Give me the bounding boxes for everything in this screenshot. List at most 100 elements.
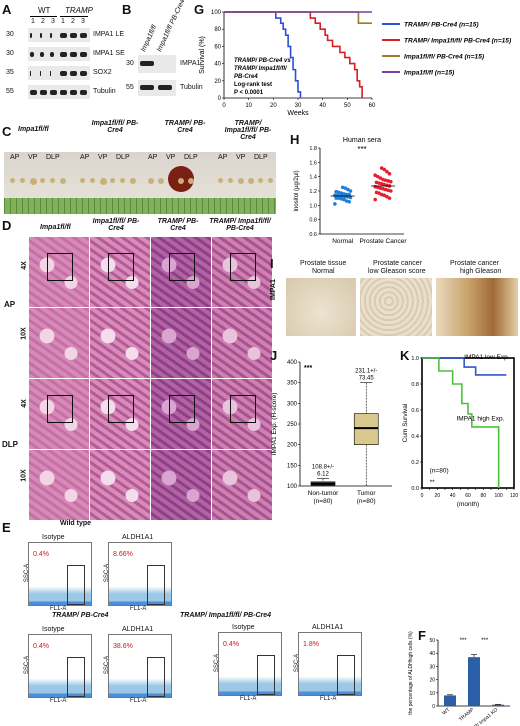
f-yticklabel-0: 0 (432, 704, 435, 710)
organ-3-2 (238, 178, 244, 184)
zoom-box-0-3 (230, 253, 256, 281)
i-head-0b: Normal (312, 268, 335, 275)
group-underline-tramp (60, 16, 88, 17)
j-yticklabel-5: 350 (287, 381, 298, 387)
zoom-box-2-3 (230, 395, 256, 423)
facs-xlabel-wt-iso: FL1-A (50, 606, 67, 612)
tile-1-0 (28, 307, 90, 379)
lobe-0-0: AP (10, 154, 20, 161)
h-ylabel: Inositol (µg/2µl) (294, 170, 300, 211)
h-point-1-28 (385, 169, 389, 174)
j-ylabel: IMPA1 Exp. (H-score) (271, 393, 278, 456)
f-yticklabel-2: 20 (429, 678, 435, 684)
f-yticklabel-1: 10 (429, 691, 435, 697)
facs-title-ko-aldh: ALDH1A1 (312, 624, 344, 631)
organ-2-1 (158, 178, 164, 184)
g-xticklabel-2: 20 (270, 103, 277, 109)
facs-title-wt-iso: Isotype (42, 534, 65, 541)
h-title: Human sera (343, 137, 381, 144)
j-label-0: 108.8+/- (312, 465, 334, 471)
g-yticklabel-5: 100 (211, 10, 222, 16)
j-cat-1: Tumor (357, 490, 376, 497)
h-point-1-13 (373, 184, 377, 189)
row-b-0: IMPA1 (180, 60, 201, 67)
panel-label-a: A (2, 2, 12, 17)
g-yticklabel-1: 20 (214, 79, 221, 85)
h-point-0-13 (333, 193, 337, 198)
organ-0-1 (20, 178, 25, 183)
organ-3-1 (228, 178, 233, 183)
h-sig: *** (357, 145, 366, 154)
organ-2-4 (188, 178, 194, 184)
i-head-1b: low Gleason score (368, 268, 426, 275)
zoom-box-0-0 (47, 253, 73, 281)
k-yticklabel-4: 0.8 (411, 382, 419, 388)
organ-1-3 (110, 178, 115, 183)
g-yticklabel-2: 40 (214, 62, 221, 68)
zoom-box-2-0 (47, 395, 73, 423)
mag-3: 10X (20, 469, 28, 482)
band-b-impa1 (140, 61, 154, 66)
h-point-0-14 (347, 192, 351, 197)
blot-sox2 (28, 66, 90, 80)
facs-plot-wt-iso: 0.4% (28, 542, 92, 606)
h-point-0-23 (340, 185, 345, 190)
g-xticklabel-3: 30 (295, 103, 302, 109)
organ-0-2 (30, 178, 37, 185)
zoom-box-2-1 (108, 395, 134, 423)
band-a-0-1 (40, 33, 42, 38)
organ-1-0 (80, 178, 85, 183)
lane-b-1: Impa1fl/fl PB-Cre4 (156, 0, 187, 53)
facs-pct-ko-iso: 0.4% (223, 641, 239, 648)
f-yticklabel-5: 50 (429, 638, 435, 644)
ihc-low (360, 278, 432, 336)
j-cat-0: Non-tumor (308, 490, 340, 497)
tile-0-0 (28, 236, 90, 308)
facs-xlabel-tramp-aldh: FL1-A (130, 698, 147, 704)
h-point-1-27 (387, 172, 392, 176)
k-xticklabel-0: 0 (421, 493, 424, 499)
lobe-3-0: AP (218, 154, 228, 161)
facs-plot-ko-iso: 0.4% (218, 632, 282, 696)
marker-b-1: 55 (126, 84, 134, 91)
facs-title-ko-iso: Isotype (232, 624, 255, 631)
mag-1: 10X (20, 327, 28, 340)
k-yticklabel-0: 0.0 (411, 486, 419, 492)
facs-pct-tramp-aldh: 38.6% (113, 643, 133, 650)
k-yticklabel-3: 0.6 (411, 408, 419, 414)
chart-j: 100 150 200 250 300 350 400 IMPA1 Exp. (H-score… (271, 360, 392, 505)
facs-gate-ko-iso (257, 655, 275, 695)
g-legend-label-0: TRAMP/ PB-Cre4 (n=15) (404, 22, 479, 29)
facs-plot-wt-aldh: 8.66% (108, 542, 172, 606)
group-underline-wt (30, 16, 57, 17)
mag-0: 4X (20, 261, 28, 270)
i-head-2b: high Gleason (460, 268, 502, 275)
zoom-box-0-1 (108, 253, 134, 281)
panel-label-e: E (2, 520, 11, 535)
facs-pct-ko-aldh: 1.8% (303, 641, 319, 648)
photo-organs: AP VP DLP AP VP DLP AP VP DLP AP VP DLP (4, 152, 276, 214)
organ-1-2 (100, 178, 107, 185)
k-xticklabel-2: 20 (435, 493, 441, 499)
band-a-1-5 (80, 52, 87, 57)
h-point-1-30 (379, 166, 384, 170)
j-box-1 (353, 413, 379, 445)
row-a-1: IMPA1 SE (93, 50, 125, 57)
blot-tubulin-b (138, 80, 176, 96)
organ-3-5 (268, 178, 273, 183)
zoom-box-2-2 (169, 395, 195, 423)
g-series-0 (224, 11, 302, 98)
g-annot-2: PB-Cre4 (234, 74, 258, 80)
band-a-0-4 (70, 33, 77, 38)
h-point-1-6 (374, 190, 379, 195)
blot-impa1-se (28, 47, 90, 61)
zoom-box-0-2 (169, 253, 195, 281)
organ-3-4 (258, 178, 263, 183)
band-a-1-1 (40, 52, 44, 57)
tile-3-1 (89, 449, 151, 521)
j-yticklabel-2: 200 (287, 443, 298, 449)
e-tramp-pbcre4: TRAMP/ PB-Cre4 (52, 612, 109, 619)
lane-a-3: 1 (61, 18, 65, 25)
g-xticklabel-1: 10 (245, 103, 252, 109)
i-row-label: IMPA1 (270, 279, 277, 300)
